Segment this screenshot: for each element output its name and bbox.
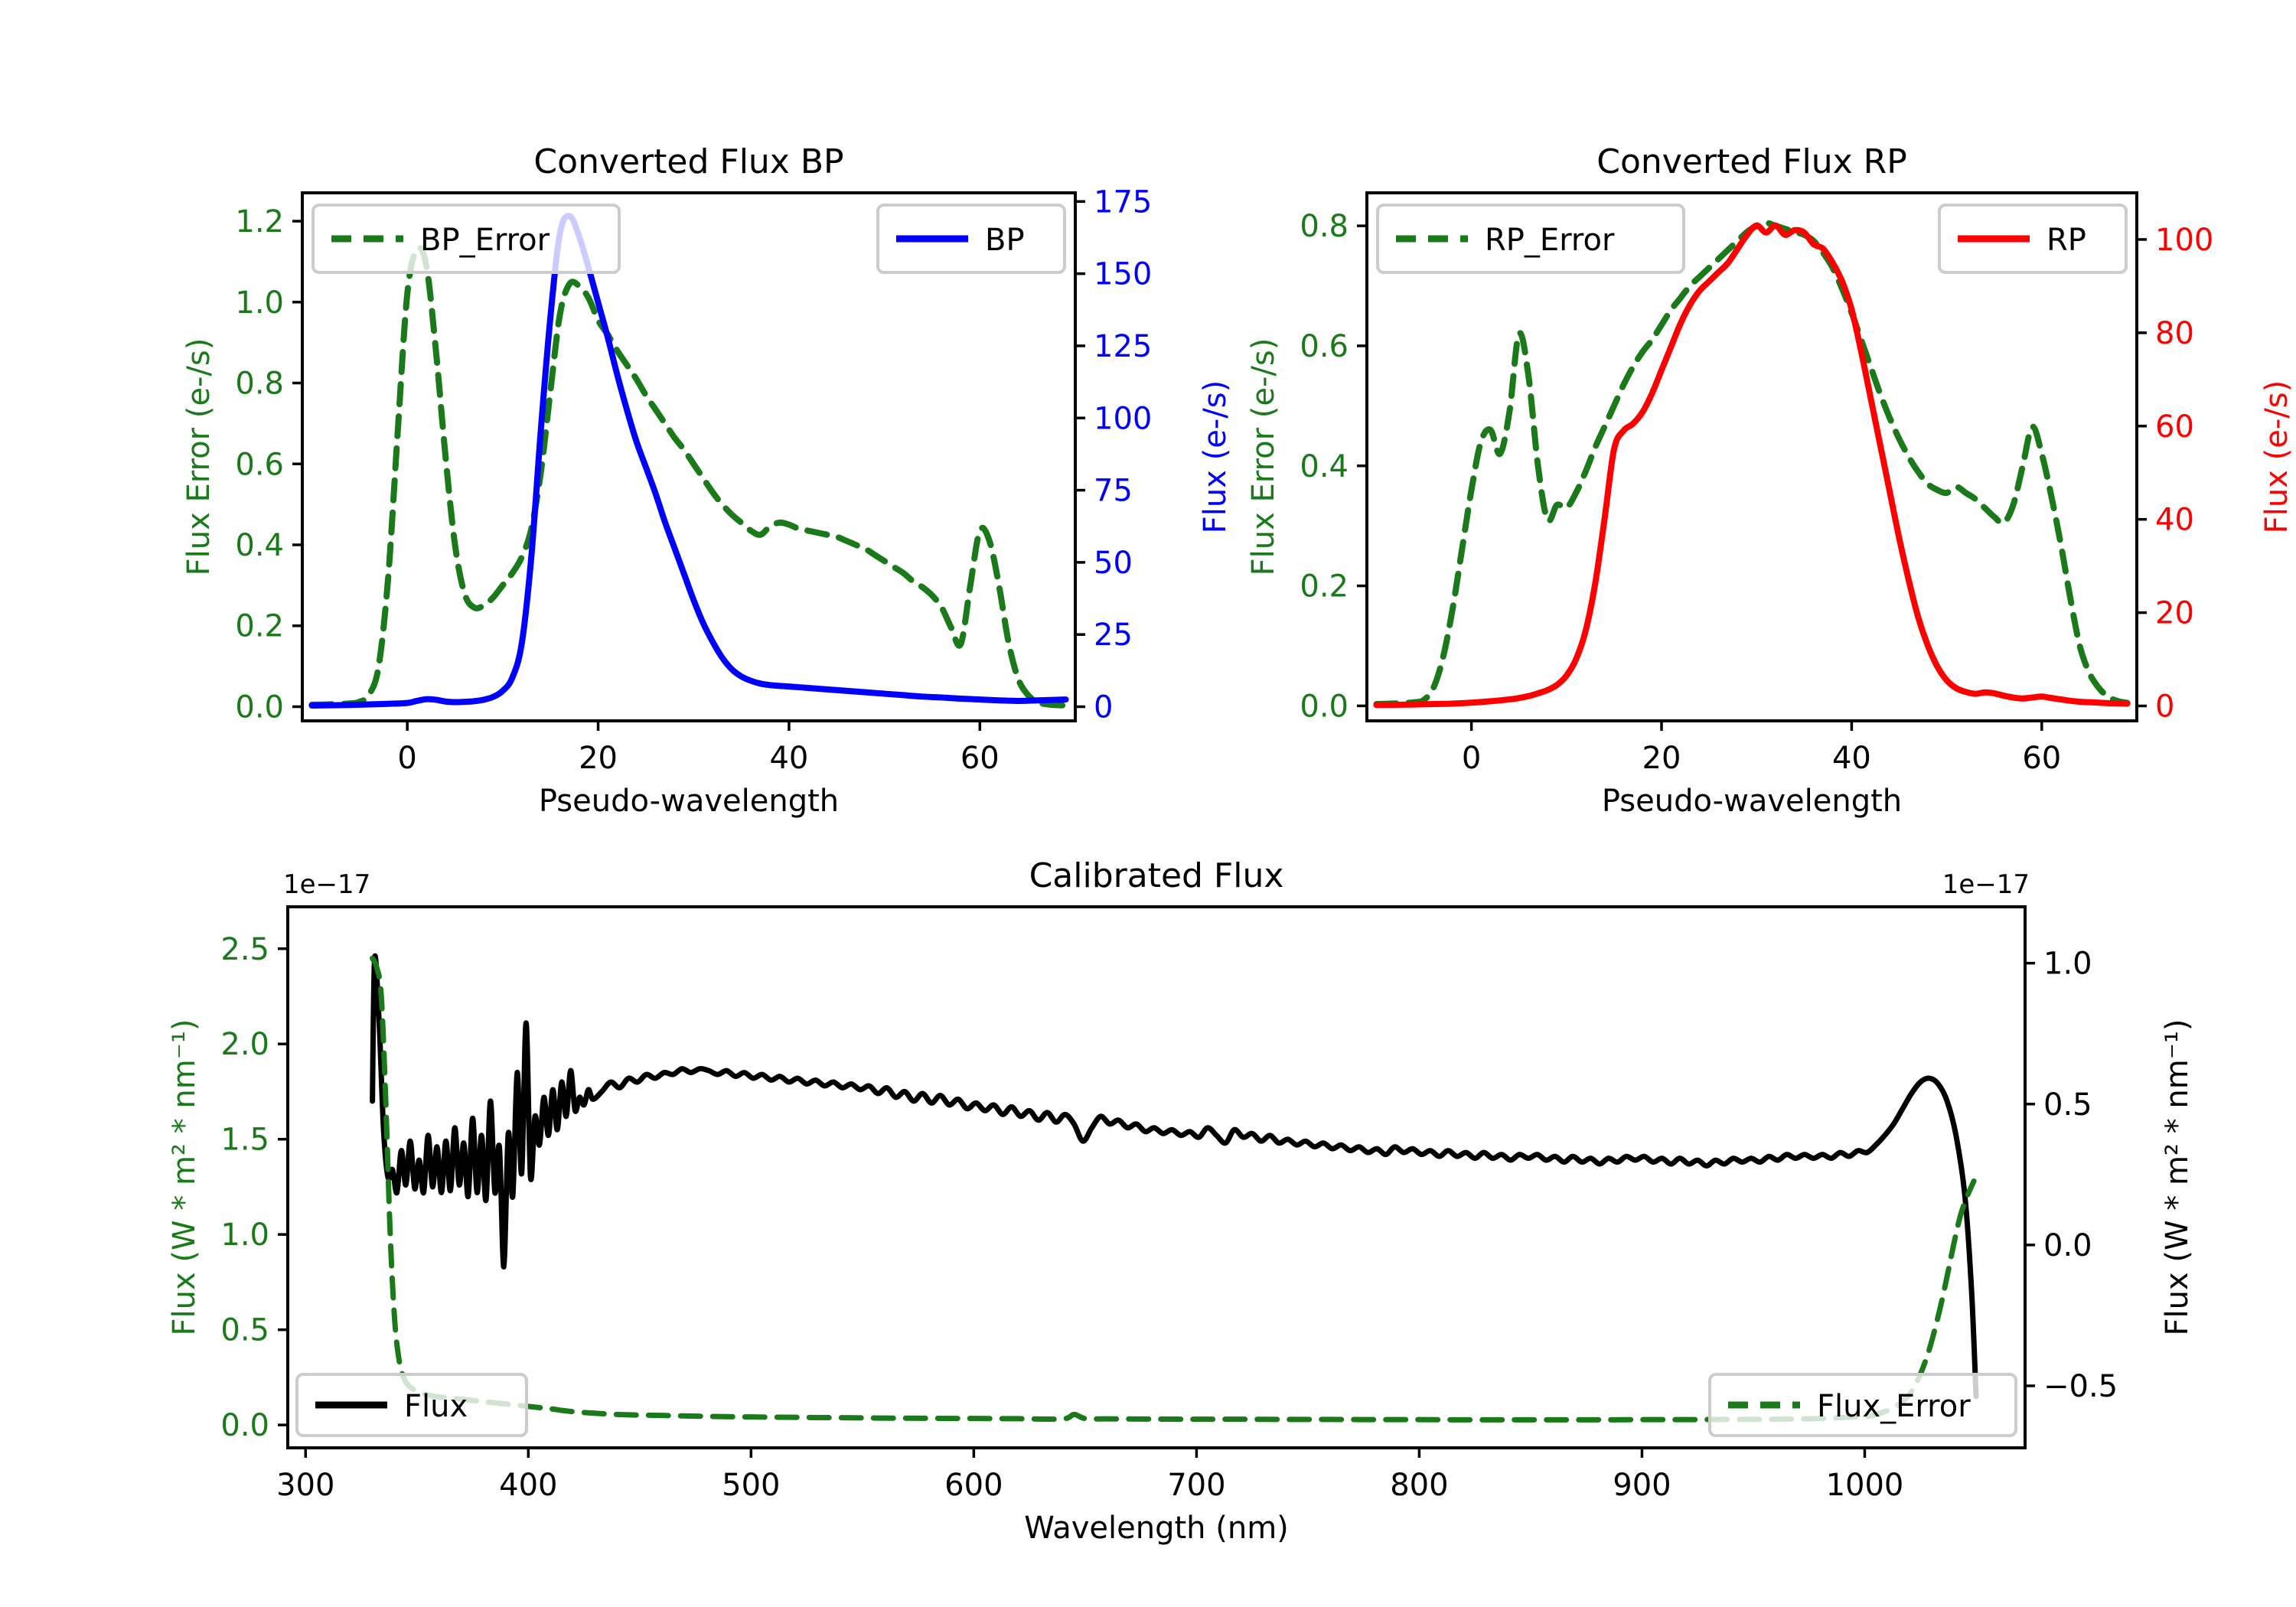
legend-label: RP <box>2047 223 2086 258</box>
y-tick-label-left: 2.5 <box>220 932 269 967</box>
x-tick-label: 700 <box>1167 1468 1225 1503</box>
y-tick-label-right: 100 <box>1094 401 1152 436</box>
y-tick-label-left: 0.8 <box>235 367 284 402</box>
y-tick-label-left: 0.0 <box>235 689 284 725</box>
x-tick-label: 400 <box>499 1468 557 1503</box>
x-tick-label: 20 <box>1642 741 1681 776</box>
y-axis-label-left: Flux (W * m² * nm⁻¹) <box>167 1019 202 1336</box>
y-tick-label-right: 1.0 <box>2043 947 2092 982</box>
y-axis-label-left: Flux Error (e-/s) <box>181 338 217 576</box>
series-line-bp_error <box>308 244 1069 709</box>
legend-rp-error[interactable]: RP_Error <box>1376 204 1685 274</box>
x-tick-label: 60 <box>2022 741 2061 776</box>
y-tick-label-left: 0.6 <box>1300 329 1349 364</box>
y-tick-label-left: 2.0 <box>220 1027 269 1062</box>
y-axis-label-right: Flux (e-/s) <box>2259 380 2294 533</box>
y-tick-label-right: 80 <box>2155 316 2194 351</box>
x-axis-label: Pseudo-wavelength <box>539 784 839 819</box>
y-tick-label-left: 1.5 <box>220 1123 269 1158</box>
series-line-rp <box>1373 222 2131 709</box>
legend-bp[interactable]: BP <box>876 204 1066 274</box>
y-axis-offset-left: 1e−17 <box>283 869 370 900</box>
y-tick-label-left: 1.2 <box>235 204 284 240</box>
y-tick-label-left: 0.5 <box>220 1313 269 1348</box>
panel-title-bp: Converted Flux BP <box>533 142 843 181</box>
x-tick-label: 900 <box>1613 1468 1671 1503</box>
y-tick-label-right: 125 <box>1094 329 1152 364</box>
y-tick-label-left: 0.6 <box>235 447 284 482</box>
x-tick-label: 40 <box>1832 741 1871 776</box>
legend-rp[interactable]: RP <box>1938 204 2128 274</box>
legend-label: BP_Error <box>420 223 550 258</box>
y-axis-label-left: Flux Error (e-/s) <box>1246 338 1281 576</box>
series-line-flux <box>370 953 1979 1400</box>
x-tick-label: 0 <box>1462 741 1481 776</box>
x-tick-label: 60 <box>960 741 1000 776</box>
y-tick-label-right: 150 <box>1094 257 1152 292</box>
x-tick-label: 500 <box>722 1468 780 1503</box>
legend-label: Flux_Error <box>1817 1389 1971 1424</box>
x-axis-label: Pseudo-wavelength <box>1602 784 1902 819</box>
x-axis-label: Wavelength (nm) <box>1024 1511 1289 1546</box>
y-axis-offset-right: 1e−17 <box>1942 869 2030 900</box>
y-tick-label-right: 25 <box>1094 618 1133 653</box>
axes-frame <box>1365 191 2138 722</box>
axes-frame <box>301 191 1077 722</box>
y-tick-label-right: 60 <box>2155 409 2194 445</box>
x-tick-label: 600 <box>944 1468 1003 1503</box>
x-tick-label: 300 <box>276 1468 334 1503</box>
y-tick-label-right: 100 <box>2155 223 2213 258</box>
legend-label: RP_Error <box>1485 223 1615 258</box>
y-tick-label-left: 0.4 <box>235 528 284 563</box>
legend-flux[interactable]: Flux <box>295 1373 528 1437</box>
legend-label: BP <box>985 223 1025 258</box>
series-line-bp <box>308 213 1069 709</box>
y-tick-label-left: 0.4 <box>1300 449 1349 484</box>
y-tick-label-right: 20 <box>2155 596 2194 631</box>
panel-title-rp: Converted Flux RP <box>1596 142 1907 181</box>
legend-bp-error[interactable]: BP_Error <box>311 204 621 274</box>
y-axis-label-right: Flux (e-/s) <box>1198 380 1233 533</box>
y-tick-label-right: 0.5 <box>2043 1087 2092 1123</box>
x-tick-label: 0 <box>397 741 416 776</box>
y-tick-label-right: −0.5 <box>2043 1369 2118 1404</box>
y-tick-label-left: 0.2 <box>235 609 284 644</box>
x-tick-label: 20 <box>579 741 618 776</box>
y-axis-label-right: Flux (W * m² * nm⁻¹) <box>2160 1019 2195 1336</box>
y-tick-label-right: 0 <box>2155 689 2174 724</box>
legend-label: Flux <box>404 1389 468 1424</box>
legend-flux-error[interactable]: Flux_Error <box>1708 1373 2017 1437</box>
x-tick-label: 40 <box>769 741 808 776</box>
y-tick-label-left: 1.0 <box>235 285 284 321</box>
y-tick-label-left: 0.0 <box>1300 689 1349 724</box>
panel-title-calibrated: Calibrated Flux <box>1029 856 1284 895</box>
series-line-flux_error <box>370 955 1977 1423</box>
y-tick-label-left: 0.8 <box>1300 209 1349 244</box>
y-tick-label-right: 50 <box>1094 546 1133 581</box>
y-tick-label-left: 0.0 <box>220 1408 269 1443</box>
x-tick-label: 1000 <box>1826 1468 1904 1503</box>
y-tick-label-right: 0.0 <box>2043 1228 2092 1263</box>
y-tick-label-right: 40 <box>2155 503 2194 538</box>
y-tick-label-left: 1.0 <box>220 1217 269 1253</box>
y-tick-label-left: 0.2 <box>1300 569 1349 605</box>
x-tick-label: 800 <box>1390 1468 1448 1503</box>
y-tick-label-right: 0 <box>1094 690 1113 725</box>
y-tick-label-right: 175 <box>1094 184 1152 220</box>
axes-frame <box>286 905 2027 1449</box>
y-tick-label-right: 75 <box>1094 474 1133 509</box>
